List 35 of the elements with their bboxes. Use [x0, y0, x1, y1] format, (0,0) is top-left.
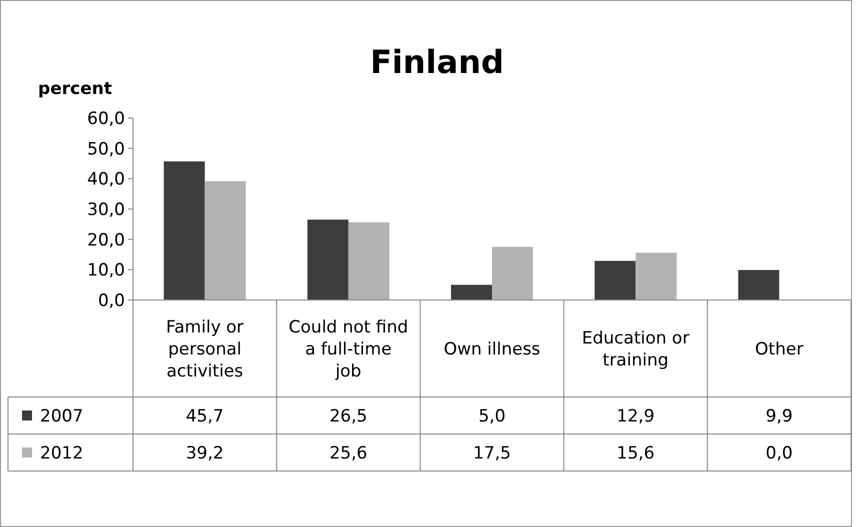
data-label: 12,9	[616, 406, 655, 426]
bar	[307, 220, 348, 300]
bar	[738, 270, 780, 300]
x-tick-label: Family or personal activities	[166, 317, 244, 382]
bar	[492, 246, 533, 300]
data-label: 5,0	[478, 406, 506, 426]
bar	[164, 161, 205, 300]
data-label: 9,9	[766, 406, 793, 426]
y-tick-label: 0,0	[98, 290, 125, 311]
data-label: 26,5	[329, 406, 368, 426]
y-tick-label: 20,0	[87, 230, 125, 250]
data-label: 17,5	[473, 443, 511, 464]
data-label: 15,6	[616, 443, 655, 464]
x-tick-label: Education or training	[582, 328, 690, 370]
x-tick-label: Could not find a full-time job	[288, 317, 408, 382]
bar	[348, 222, 390, 300]
y-tick-label: 30,0	[87, 200, 125, 220]
data-label: 0,0	[766, 443, 793, 464]
data-label: 25,6	[329, 443, 368, 464]
y-tick-label: 10,0	[87, 260, 125, 281]
chart-title: Finland	[370, 43, 504, 82]
x-tick-label: Own illness	[444, 339, 540, 360]
legend-label: 2012	[40, 443, 84, 464]
y-axis-title: percent	[38, 78, 112, 99]
bar	[451, 284, 492, 300]
x-tick-label: Other	[755, 339, 804, 360]
y-tick-label: 60,0	[87, 108, 125, 129]
y-tick-label: 40,0	[87, 170, 125, 190]
bar	[594, 260, 636, 300]
bar	[204, 181, 246, 300]
y-tick-label: 50,0	[87, 139, 125, 160]
legend-label: 2007	[40, 406, 84, 426]
data-label: 45,7	[186, 406, 224, 426]
bar	[636, 252, 677, 300]
data-label: 39,2	[186, 443, 224, 464]
